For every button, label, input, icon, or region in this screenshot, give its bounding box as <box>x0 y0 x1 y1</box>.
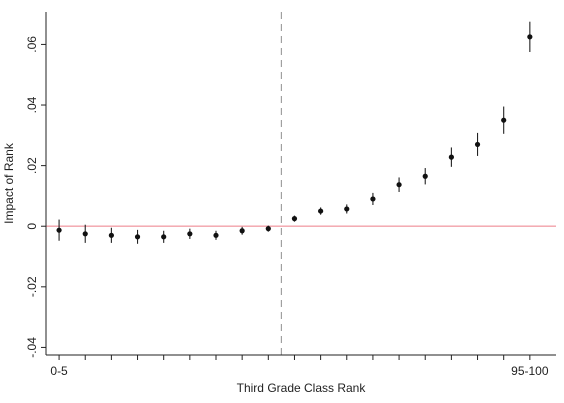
data-point <box>344 206 350 212</box>
data-point <box>501 117 507 123</box>
reference-lines <box>46 12 556 355</box>
x-tick-label: 95-100 <box>511 364 549 378</box>
data-point <box>396 182 402 188</box>
x-tick-label: 0-5 <box>50 364 68 378</box>
data-point <box>265 226 271 232</box>
data-point <box>82 231 88 237</box>
data-point <box>213 232 219 238</box>
data-point <box>187 231 193 237</box>
data-point <box>422 173 428 179</box>
data-series <box>56 21 533 244</box>
data-point <box>474 141 481 148</box>
y-axis-title: Impact of Rank <box>2 142 16 224</box>
data-point <box>161 234 167 240</box>
data-point <box>527 34 533 40</box>
data-point <box>108 232 114 238</box>
data-point <box>318 208 324 214</box>
y-tick-label: .04 <box>25 96 39 113</box>
axes: -.04 -.02 0 .02 .04 .06 0-5 95-100 <box>25 12 556 378</box>
data-point <box>56 227 62 233</box>
data-point <box>448 154 454 160</box>
x-axis-title: Third Grade Class Rank <box>237 381 367 395</box>
y-tick-label: 0 <box>25 223 39 230</box>
data-point <box>239 228 245 234</box>
data-point <box>134 234 141 240</box>
y-tick-label: -.02 <box>25 276 39 297</box>
y-tick-label: -.04 <box>25 337 39 358</box>
data-point <box>370 196 376 202</box>
data-point <box>291 216 298 222</box>
y-tick-label: .02 <box>25 157 39 174</box>
y-tick-label: .06 <box>25 36 39 53</box>
